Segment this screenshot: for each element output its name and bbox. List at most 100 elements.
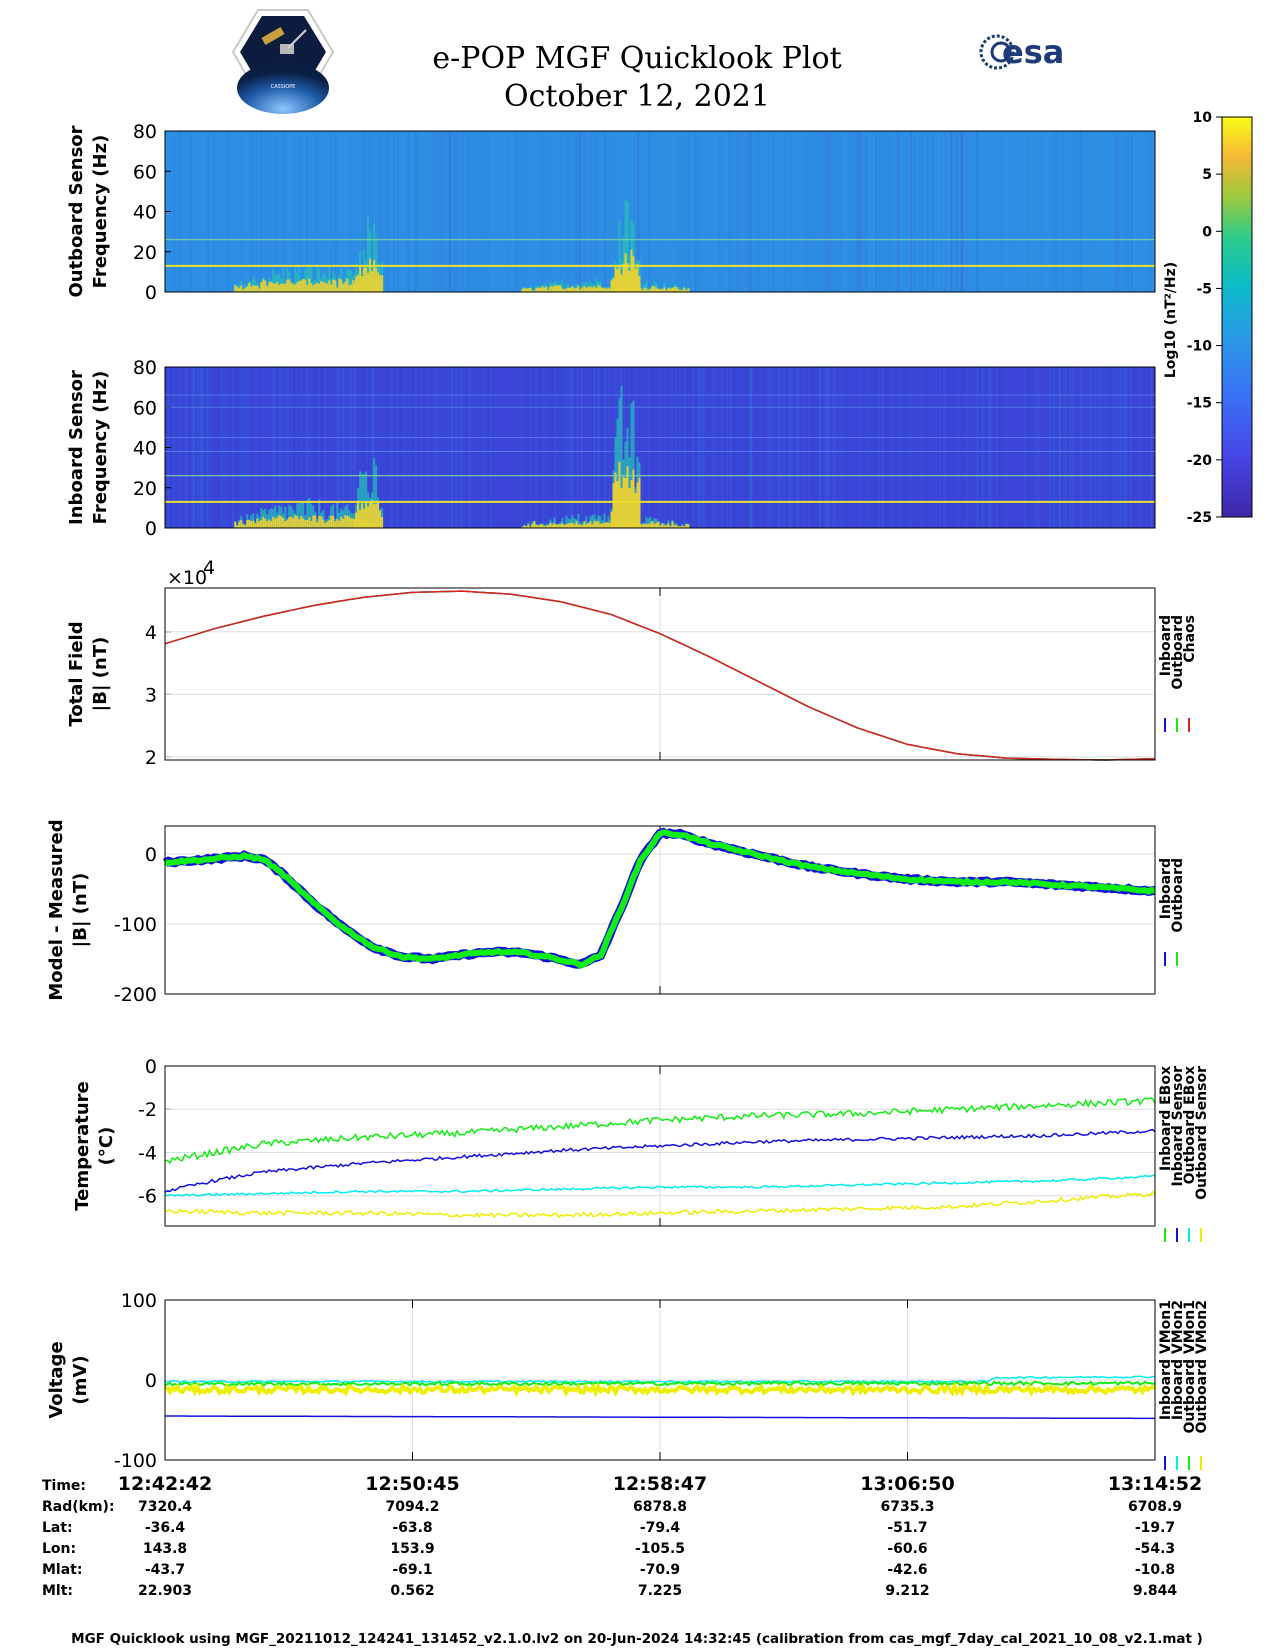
spec2-activity-yellow [238, 521, 241, 528]
spec1-texture [1001, 131, 1003, 292]
spec1-texture [825, 131, 827, 292]
spec1-texture [791, 131, 793, 292]
spec1-texture [966, 131, 968, 292]
ephemeris-label-5: Mlt: [42, 1583, 73, 1599]
spec1-texture [213, 131, 215, 292]
spec1-activity-yellow [609, 289, 612, 292]
ephemeris-label-4: Mlat: [42, 1562, 82, 1578]
colorbar-tick-label-0: 10 [1193, 110, 1213, 126]
spec2-activity-cyan [338, 512, 341, 528]
spec1-texture [259, 131, 261, 292]
spec2-texture [355, 367, 357, 528]
spec1-activity-yellow [616, 269, 619, 292]
spec1-texture [1041, 131, 1043, 292]
spec2-activity-yellow [278, 515, 281, 528]
ephemeris-value-3-2: -51.7 [887, 1520, 927, 1536]
spec1-texture [1137, 131, 1139, 292]
spec2-texture [1049, 367, 1051, 528]
spec2-texture [1150, 367, 1152, 528]
spec1-texture [189, 131, 191, 292]
spec1-texture [731, 131, 733, 292]
spec2-activity-yellow [355, 512, 358, 528]
spec2-activity-yellow [687, 524, 690, 528]
spec1-activity-yellow [628, 270, 631, 292]
spec1-activity-cyan [581, 282, 584, 292]
spec2-activity-yellow [260, 520, 263, 528]
ephemeris-value-3-3: -60.6 [887, 1541, 927, 1557]
spec1-texture [456, 131, 458, 292]
spec1-activity-yellow [610, 280, 613, 292]
spec1-texture [1009, 131, 1011, 292]
spec1-activity-yellow [618, 265, 621, 292]
spec1-activity-yellow [651, 285, 654, 292]
total-legend-label-2: Chaos [1182, 615, 1198, 663]
spec2-texture [543, 367, 545, 528]
colorbar-tick-label-6: -20 [1187, 453, 1213, 469]
spec1-activity-yellow [328, 280, 331, 292]
spec1-texture [299, 131, 301, 292]
spec1-activity-yellow [312, 285, 315, 292]
spec1-texture [754, 131, 756, 292]
spec2-activity-yellow [373, 503, 376, 528]
spec1-texture [609, 131, 611, 292]
spec2-activity-yellow [634, 493, 637, 528]
spec2-texture [353, 367, 355, 528]
spec2-activity-yellow [254, 523, 257, 528]
total-series-chaos [164, 590, 1156, 761]
ephemeris-value-1-1: 7094.2 [385, 1499, 439, 1515]
spec2-texture [989, 367, 991, 528]
spec1-texture [749, 131, 751, 292]
spec2-texture [349, 367, 351, 528]
spec2-activity-cyan [620, 385, 623, 528]
spec2-activity-yellow [312, 515, 315, 528]
ephemeris-value-2-4: -70.9 [640, 1562, 680, 1578]
spec2-activity-yellow [645, 523, 648, 528]
spec2-texture [451, 367, 453, 528]
spec2-activity-yellow [282, 517, 285, 528]
spec2-texture [567, 367, 569, 528]
esa-logo: esa [979, 33, 1064, 71]
spec2-texture [598, 367, 600, 528]
spec2-texture [1005, 367, 1007, 528]
spec1-texture [315, 131, 317, 292]
spec1-texture [695, 131, 697, 292]
spec1-activity-cyan [375, 237, 378, 292]
spec1-activity-yellow [369, 258, 372, 292]
spec1-texture [1130, 131, 1132, 292]
spec2-activity-yellow [248, 519, 251, 528]
spec2-texture [1117, 367, 1119, 528]
spec2-activity-yellow [334, 521, 337, 528]
spec1-texture [469, 131, 471, 292]
spec2-activity-yellow [581, 525, 584, 528]
ephemeris-label-0: Time: [42, 1478, 86, 1494]
spec1-texture [362, 131, 364, 292]
spec2-texture [1050, 367, 1052, 528]
spec2-texture [273, 367, 275, 528]
spec1-texture [772, 131, 774, 292]
spec2-activity-yellow [677, 526, 680, 528]
spec2-texture [396, 367, 398, 528]
spec1-activity-yellow [547, 289, 550, 292]
spec2-activity-yellow [541, 524, 544, 528]
spec1-texture [944, 131, 946, 292]
spec1-texture [637, 131, 639, 292]
spec2-texture [427, 367, 429, 528]
spec1-activity-yellow [264, 280, 267, 292]
spec2-texture [455, 367, 457, 528]
spec1-activity-cyan [318, 268, 321, 292]
spec2-activity-yellow [587, 523, 590, 528]
spec2-texture [185, 367, 187, 528]
spec1-texture [861, 131, 863, 292]
spec1-texture [408, 131, 410, 292]
spec1-texture [335, 131, 337, 292]
spec1-texture [950, 131, 952, 292]
spec2-activity-yellow [363, 508, 366, 528]
spec1-texture [449, 131, 451, 292]
spec1-texture [856, 131, 858, 292]
spec2-texture [839, 367, 841, 528]
spec1-activity-cyan [328, 264, 331, 292]
spec1-texture [454, 131, 456, 292]
spec2-texture [193, 367, 195, 528]
spec2-activity-yellow [643, 523, 646, 528]
spec1-activity-yellow [663, 287, 666, 292]
